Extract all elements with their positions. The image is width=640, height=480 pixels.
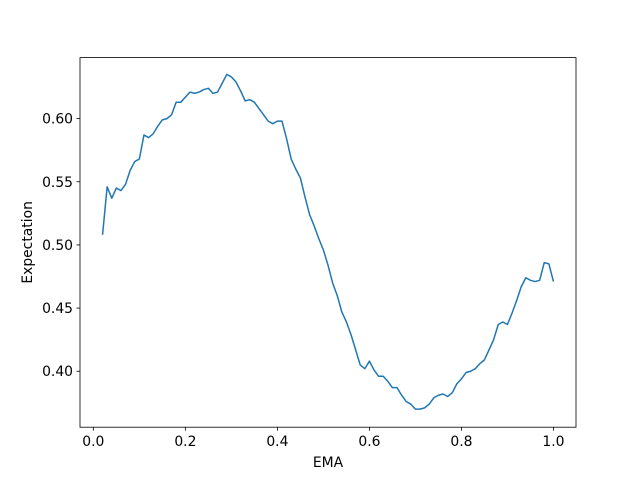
x-tick-label: 0.6 (358, 434, 380, 450)
plot-frame (79, 57, 577, 428)
y-tick-label: 0.60 (42, 112, 73, 128)
data-line (101, 73, 555, 410)
y-tick-label: 0.45 (42, 301, 73, 317)
y-tick-label: 0.50 (42, 238, 73, 254)
y-tick-label: 0.55 (42, 175, 73, 191)
x-tick-label: 0.8 (450, 434, 472, 450)
y-tick-label: 0.40 (42, 364, 73, 380)
x-tick-label: 0.0 (82, 434, 104, 450)
x-tick-label: 0.2 (174, 434, 196, 450)
x-tick-label: 1.0 (542, 434, 564, 450)
x-tick-label: 0.4 (266, 434, 288, 450)
x-axis-label: EMA (313, 455, 344, 471)
y-axis-label: Expectation (20, 201, 36, 284)
